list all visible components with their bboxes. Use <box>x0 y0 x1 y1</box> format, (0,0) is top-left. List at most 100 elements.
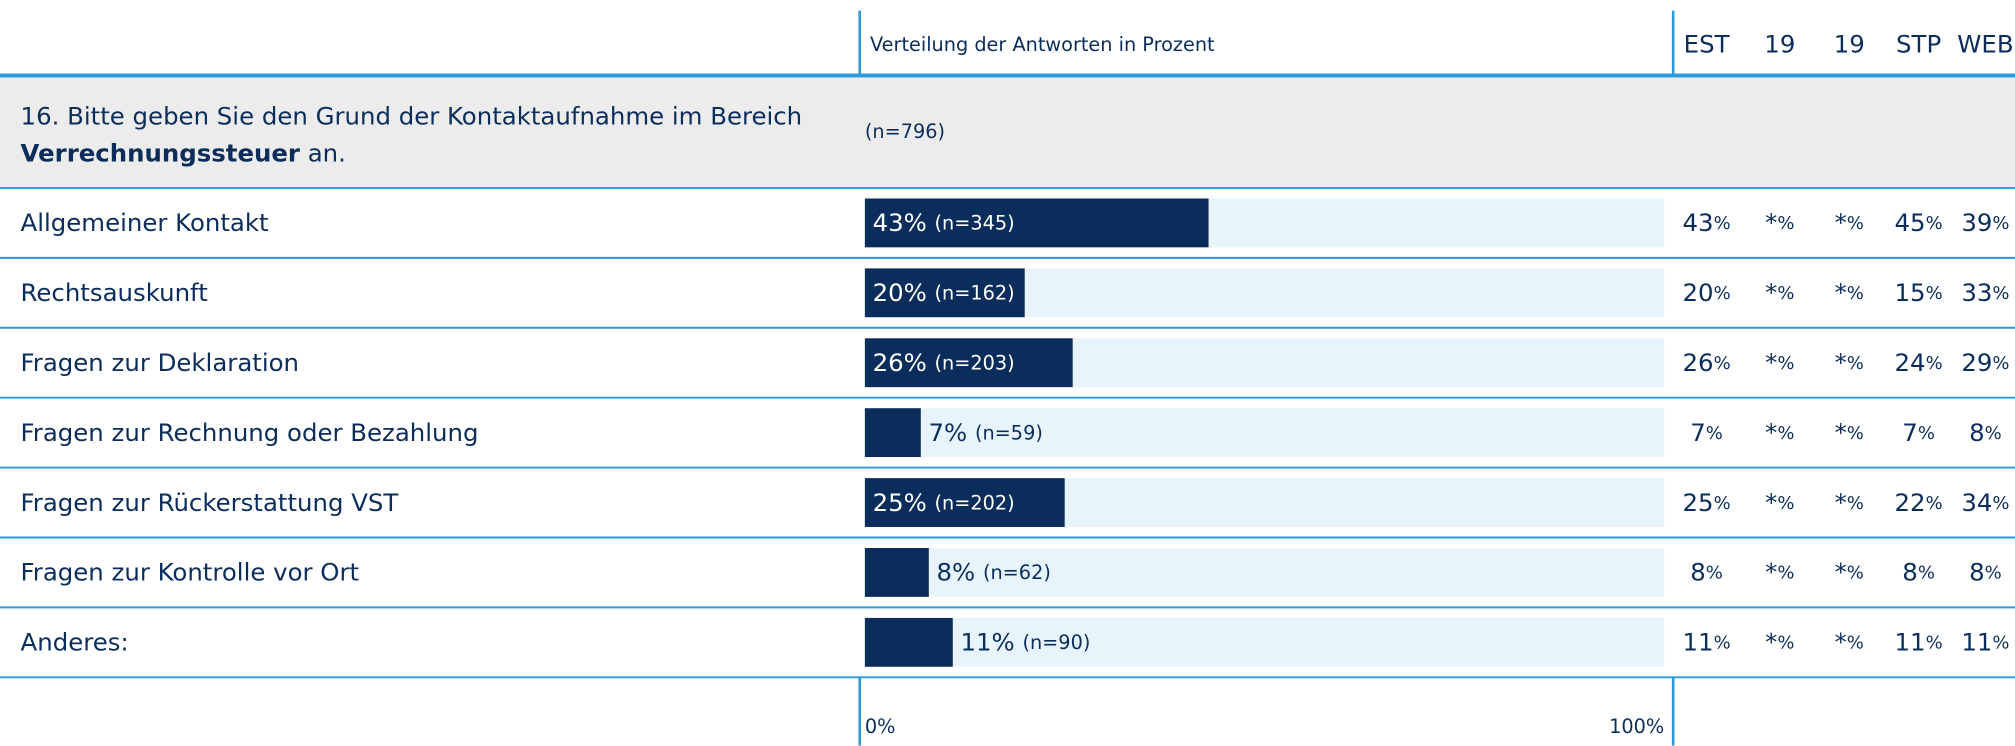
cell-unit: % <box>1918 563 1935 584</box>
cell-unit: % <box>1706 563 1723 584</box>
cell-unit: % <box>1926 213 1943 234</box>
cell-number: 8 <box>1690 558 1706 587</box>
table-cell: 7% <box>1902 418 1935 447</box>
cell-unit: % <box>1847 283 1864 304</box>
cell-number: 8 <box>1969 418 1985 447</box>
cell-number: * <box>1765 488 1777 517</box>
cell-unit: % <box>1714 493 1731 514</box>
table-cell: *% <box>1835 558 1864 587</box>
cell-unit: % <box>1992 633 2009 654</box>
category-label: Anderes: <box>21 628 129 657</box>
cell-number: 45 <box>1895 208 1926 237</box>
cell-number: * <box>1835 348 1847 377</box>
cell-unit: % <box>1926 353 1943 374</box>
cell-number: * <box>1765 278 1777 307</box>
value-label: 7% <box>929 418 968 447</box>
table-cell: *% <box>1765 348 1794 377</box>
question: 16. Bitte geben Sie den Grund der Kontak… <box>21 101 803 167</box>
cell-number: 29 <box>1961 348 1992 377</box>
bar <box>864 617 953 667</box>
cell-unit: % <box>1992 493 2009 514</box>
cell-number: 20 <box>1683 278 1714 307</box>
question-bold: Verrechnungssteuer <box>21 139 300 168</box>
cell-unit: % <box>1847 563 1864 584</box>
bar <box>864 548 929 597</box>
table-cell: 8% <box>1969 558 2002 587</box>
cell-unit: % <box>1847 213 1864 234</box>
cell-number: * <box>1835 418 1847 447</box>
value-label: 26% <box>873 348 927 377</box>
table-cell: *% <box>1835 628 1864 657</box>
cell-unit: % <box>1992 353 2009 374</box>
bar-track <box>864 408 1665 458</box>
cell-number: 22 <box>1895 488 1926 517</box>
value-label: 8% <box>937 558 976 587</box>
table-cell: *% <box>1765 418 1794 447</box>
value-label: 20% <box>873 278 927 307</box>
cell-unit: % <box>1847 493 1864 514</box>
table-cell: 15% <box>1895 278 1943 307</box>
cell-number: 24 <box>1895 348 1926 377</box>
table-cell: 20% <box>1683 278 1731 307</box>
table-cell: *% <box>1835 488 1864 517</box>
n-label: (n=62) <box>983 561 1051 584</box>
bar <box>864 268 1025 318</box>
cell-unit: % <box>1777 353 1794 374</box>
cell-unit: % <box>1777 423 1794 444</box>
bar <box>864 338 1073 388</box>
table-cell: 7% <box>1690 418 1723 447</box>
cell-number: 39 <box>1961 208 1992 237</box>
table-cell: 24% <box>1895 348 1943 377</box>
category-label: Fragen zur Rechnung oder Bezahlung <box>21 418 479 447</box>
cell-unit: % <box>1847 423 1864 444</box>
header-rule <box>0 73 2015 78</box>
cell-unit: % <box>1985 423 2002 444</box>
cell-unit: % <box>1992 213 2009 234</box>
table-cell: *% <box>1765 488 1794 517</box>
cell-number: 25 <box>1683 488 1714 517</box>
cell-number: 7 <box>1690 418 1706 447</box>
cell-number: 15 <box>1895 278 1926 307</box>
category-label: Fragen zur Kontrolle vor Ort <box>21 558 360 587</box>
table-cell: *% <box>1835 418 1864 447</box>
table-cell: 39% <box>1961 208 2009 237</box>
cell-unit: % <box>1777 213 1794 234</box>
value-label: 43% <box>873 208 927 237</box>
table-cell: 33% <box>1961 278 2009 307</box>
cell-unit: % <box>1992 283 2009 304</box>
bar-track <box>864 617 1665 667</box>
question-text: 16. Bitte geben Sie den Grund der Kontak… <box>21 101 803 130</box>
column-header: EST <box>1684 29 1730 58</box>
n-label: (n=202) <box>935 491 1015 514</box>
column-header: STP <box>1896 29 1941 58</box>
cell-unit: % <box>1847 633 1864 654</box>
table-cell: *% <box>1765 208 1794 237</box>
table-cell: 22% <box>1895 488 1943 517</box>
cell-unit: % <box>1985 563 2002 584</box>
n-label: (n=162) <box>935 282 1015 305</box>
table-cell: 25% <box>1683 488 1731 517</box>
total-label: (n=796) <box>865 120 945 143</box>
bar <box>864 478 1065 527</box>
column-header: WEB <box>1957 29 2013 58</box>
category-label: Allgemeiner Kontakt <box>21 208 269 237</box>
cell-number: * <box>1765 208 1777 237</box>
cell-number: 11 <box>1961 628 1992 657</box>
cell-unit: % <box>1847 353 1864 374</box>
bar-track <box>864 548 1665 597</box>
category-label: Fragen zur Rückerstattung VST <box>21 488 399 517</box>
cell-number: * <box>1835 488 1847 517</box>
cell-unit: % <box>1714 633 1731 654</box>
table-cell: 11% <box>1961 628 2009 657</box>
cell-number: 8 <box>1969 558 1985 587</box>
cell-unit: % <box>1777 633 1794 654</box>
cell-number: * <box>1835 628 1847 657</box>
cell-unit: % <box>1777 283 1794 304</box>
cell-unit: % <box>1706 423 1723 444</box>
table-cell: 8% <box>1969 418 2002 447</box>
table-cell: 8% <box>1690 558 1723 587</box>
header: Verteilung der Antworten in Prozent <box>870 33 1215 56</box>
cell-unit: % <box>1714 213 1731 234</box>
